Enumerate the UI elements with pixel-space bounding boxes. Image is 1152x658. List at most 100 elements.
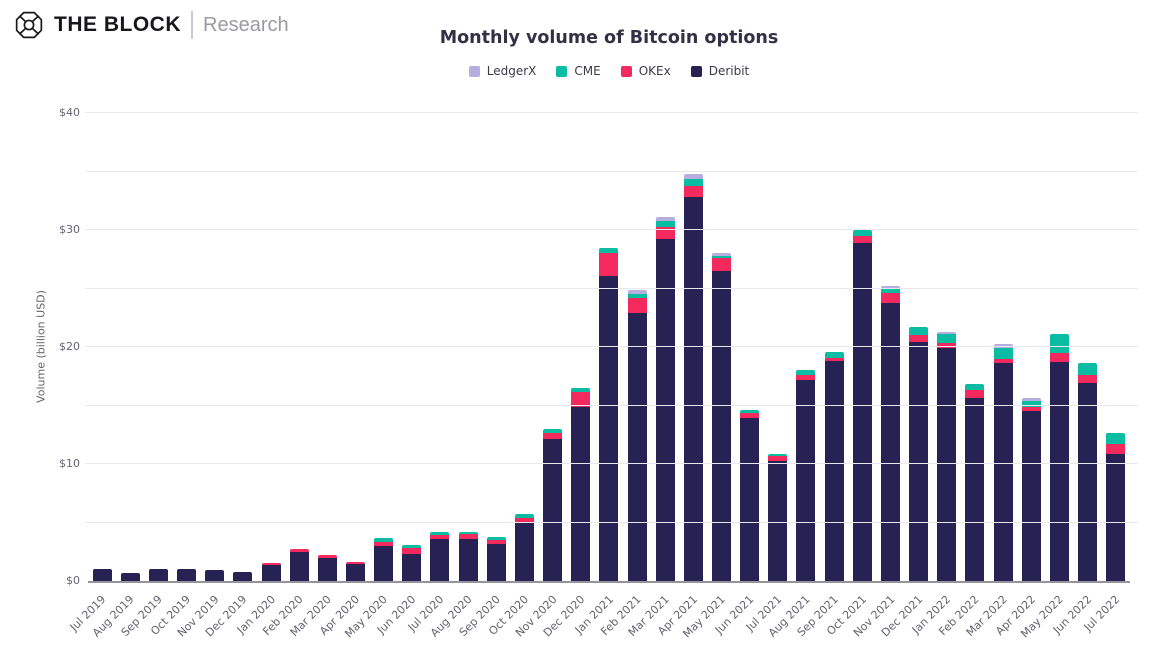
bar-segment-cme[interactable] <box>571 387 591 393</box>
bar-segment-cme[interactable] <box>514 514 534 518</box>
stacked-bar-aug-2021[interactable] <box>796 370 816 581</box>
bar-segment-okex[interactable] <box>909 335 929 342</box>
legend-item-cme[interactable]: CME <box>556 64 601 78</box>
bar-segment-deribit[interactable] <box>1106 454 1126 581</box>
bar-segment-deribit[interactable] <box>655 239 675 581</box>
bar-segment-cme[interactable] <box>880 287 900 294</box>
bar-segment-okex[interactable] <box>768 455 788 461</box>
stacked-bar-oct-2019[interactable] <box>177 569 197 581</box>
bar-segment-cme[interactable] <box>1021 400 1041 407</box>
bar-segment-cme[interactable] <box>712 256 732 259</box>
bar-segment-cme[interactable] <box>740 410 760 414</box>
stacked-bar-oct-2021[interactable] <box>852 230 872 581</box>
bar-segment-okex[interactable] <box>374 541 394 546</box>
bar-segment-okex[interactable] <box>683 185 703 198</box>
stacked-bar-nov-2020[interactable] <box>543 428 563 581</box>
bar-segment-okex[interactable] <box>1021 406 1041 412</box>
stacked-bar-jul-2020[interactable] <box>430 532 450 581</box>
bar-segment-deribit[interactable] <box>937 348 957 581</box>
stacked-bar-feb-2022[interactable] <box>965 384 985 581</box>
bar-segment-deribit[interactable] <box>965 398 985 581</box>
bar-segment-deribit[interactable] <box>1021 411 1041 581</box>
stacked-bar-dec-2021[interactable] <box>909 327 929 581</box>
bar-segment-deribit[interactable] <box>148 568 168 581</box>
bar-segment-okex[interactable] <box>796 374 816 380</box>
bar-segment-okex[interactable] <box>599 253 619 276</box>
bar-segment-cme[interactable] <box>627 293 647 298</box>
bar-segment-cme[interactable] <box>965 384 985 391</box>
bar-segment-deribit[interactable] <box>1049 361 1069 581</box>
stacked-bar-jul-2021[interactable] <box>768 454 788 581</box>
bar-segment-okex[interactable] <box>1078 375 1098 384</box>
bar-segment-deribit[interactable] <box>1078 383 1098 581</box>
bar-segment-okex[interactable] <box>345 561 365 565</box>
legend-item-okex[interactable]: OKEx <box>620 64 671 78</box>
stacked-bar-aug-2019[interactable] <box>120 572 140 581</box>
bar-segment-cme[interactable] <box>486 536 506 541</box>
bar-segment-deribit[interactable] <box>909 341 929 581</box>
bar-segment-okex[interactable] <box>824 357 844 362</box>
bar-segment-ledgerx[interactable] <box>880 285 900 288</box>
stacked-bar-apr-2022[interactable] <box>1021 397 1041 581</box>
bar-segment-ledgerx[interactable] <box>1021 397 1041 401</box>
bar-segment-okex[interactable] <box>402 548 422 554</box>
bar-segment-okex[interactable] <box>993 359 1013 363</box>
bar-segment-cme[interactable] <box>402 544 422 549</box>
bar-segment-okex[interactable] <box>880 293 900 303</box>
bar-segment-okex[interactable] <box>317 554 337 558</box>
bar-segment-deribit[interactable] <box>824 361 844 581</box>
bar-segment-okex[interactable] <box>627 297 647 314</box>
stacked-bar-apr-2020[interactable] <box>345 561 365 581</box>
bar-segment-deribit[interactable] <box>796 379 816 581</box>
bar-segment-cme[interactable] <box>993 347 1013 360</box>
stacked-bar-may-2022[interactable] <box>1049 334 1069 581</box>
bar-segment-ledgerx[interactable] <box>655 217 675 221</box>
bar-segment-okex[interactable] <box>571 392 591 408</box>
stacked-bar-mar-2022[interactable] <box>993 343 1013 581</box>
bar-segment-deribit[interactable] <box>571 407 591 581</box>
bar-segment-cme[interactable] <box>458 531 478 535</box>
bar-segment-deribit[interactable] <box>458 538 478 581</box>
stacked-bar-dec-2019[interactable] <box>233 572 253 581</box>
stacked-bar-nov-2021[interactable] <box>880 285 900 581</box>
stacked-bar-sep-2020[interactable] <box>486 536 506 581</box>
stacked-bar-may-2021[interactable] <box>712 252 732 581</box>
bar-segment-deribit[interactable] <box>768 460 788 581</box>
stacked-bar-jun-2022[interactable] <box>1078 363 1098 581</box>
bar-segment-ledgerx[interactable] <box>627 290 647 294</box>
stacked-bar-may-2020[interactable] <box>374 538 394 581</box>
bar-segment-deribit[interactable] <box>627 313 647 581</box>
bar-segment-cme[interactable] <box>655 220 675 227</box>
bar-segment-okex[interactable] <box>543 433 563 439</box>
bar-segment-cme[interactable] <box>374 538 394 542</box>
bar-segment-deribit[interactable] <box>92 568 112 581</box>
stacked-bar-sep-2019[interactable] <box>148 568 168 581</box>
stacked-bar-jan-2020[interactable] <box>261 562 281 581</box>
bar-segment-deribit[interactable] <box>317 557 337 581</box>
bar-segment-cme[interactable] <box>599 247 619 254</box>
bar-segment-cme[interactable] <box>430 532 450 535</box>
stacked-bar-jun-2021[interactable] <box>740 410 760 581</box>
stacked-bar-jun-2020[interactable] <box>402 544 422 581</box>
bar-segment-okex[interactable] <box>1049 352 1069 362</box>
bar-segment-cme[interactable] <box>796 370 816 375</box>
bar-segment-okex[interactable] <box>852 235 872 243</box>
bar-segment-okex[interactable] <box>289 548 309 553</box>
stacked-bar-feb-2021[interactable] <box>627 290 647 581</box>
bar-segment-deribit[interactable] <box>402 553 422 581</box>
bar-segment-deribit[interactable] <box>289 552 309 581</box>
bar-segment-deribit[interactable] <box>852 242 872 581</box>
bar-segment-cme[interactable] <box>1049 334 1069 353</box>
bar-segment-cme[interactable] <box>937 333 957 343</box>
stacked-bar-jan-2022[interactable] <box>937 331 957 581</box>
bar-segment-cme[interactable] <box>683 179 703 186</box>
stacked-bar-sep-2021[interactable] <box>824 351 844 581</box>
bar-segment-deribit[interactable] <box>430 539 450 581</box>
bar-segment-deribit[interactable] <box>205 569 225 581</box>
bar-segment-deribit[interactable] <box>177 569 197 581</box>
bar-segment-cme[interactable] <box>852 230 872 236</box>
stacked-bar-jul-2022[interactable] <box>1106 433 1126 581</box>
bar-segment-ledgerx[interactable] <box>993 343 1013 348</box>
bar-segment-ledgerx[interactable] <box>712 252 732 257</box>
bar-segment-cme[interactable] <box>1078 363 1098 376</box>
